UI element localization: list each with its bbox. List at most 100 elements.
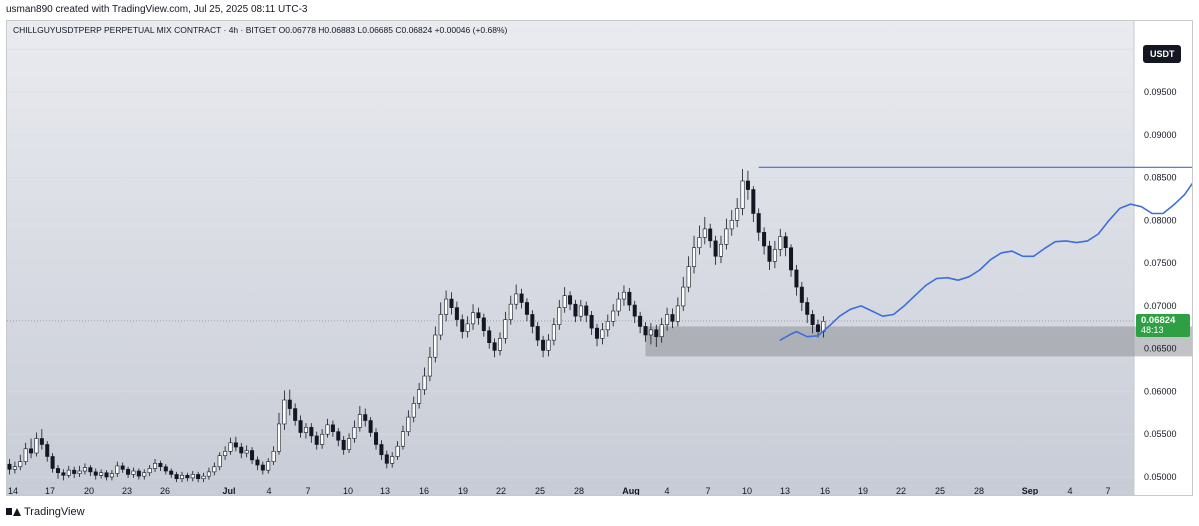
candle-body-down bbox=[298, 420, 303, 433]
candle-body-up bbox=[427, 356, 432, 377]
candle bbox=[309, 423, 314, 443]
candle bbox=[422, 367, 427, 395]
candle-body-down bbox=[745, 180, 750, 190]
x-tick-label: 19 bbox=[458, 486, 468, 496]
candle bbox=[665, 307, 670, 331]
candle-body-down bbox=[72, 469, 77, 474]
candle bbox=[320, 429, 325, 449]
candle bbox=[244, 445, 249, 458]
candle bbox=[406, 410, 411, 436]
candle bbox=[352, 420, 357, 443]
candle bbox=[93, 468, 98, 480]
candle bbox=[147, 465, 152, 477]
candle-body-down bbox=[158, 463, 163, 468]
candle bbox=[266, 458, 271, 474]
candle bbox=[476, 307, 481, 325]
candle-body-up bbox=[718, 244, 723, 257]
candle bbox=[648, 323, 653, 345]
y-tick-label: 0.07500 bbox=[1144, 258, 1177, 268]
candle bbox=[778, 228, 783, 257]
x-tick-label: 20 bbox=[84, 486, 94, 496]
x-tick-label: 13 bbox=[780, 486, 790, 496]
candle bbox=[190, 471, 195, 482]
candle bbox=[508, 295, 513, 325]
candle-body-down bbox=[589, 315, 594, 329]
candle-body-down bbox=[805, 302, 810, 315]
candle-body-down bbox=[627, 291, 632, 306]
candle-body-down bbox=[239, 446, 244, 454]
candle-body-up bbox=[201, 475, 206, 480]
candle-body-down bbox=[643, 326, 648, 336]
candle-body-down bbox=[104, 472, 109, 478]
candle-body-down bbox=[756, 213, 761, 233]
candle-body-down bbox=[595, 327, 600, 339]
candle bbox=[109, 470, 114, 481]
candle bbox=[551, 317, 556, 346]
price-badge-box bbox=[1136, 313, 1190, 337]
candle bbox=[713, 235, 718, 265]
candle bbox=[562, 287, 567, 313]
candle bbox=[18, 454, 23, 471]
candle bbox=[659, 317, 664, 343]
candle-body-up bbox=[735, 208, 740, 221]
candle-body-down bbox=[250, 450, 255, 461]
candle bbox=[444, 290, 449, 322]
candle bbox=[330, 420, 335, 437]
candle-body-up bbox=[465, 323, 470, 332]
candle bbox=[341, 435, 346, 455]
candle-body-up bbox=[444, 298, 449, 315]
candle bbox=[767, 240, 772, 270]
candle bbox=[514, 284, 519, 310]
price-chart[interactable]: CHILLGUYUSDTPERP PERPETUAL MIX CONTRACT … bbox=[7, 21, 1193, 496]
candle bbox=[417, 382, 422, 409]
candle-body-down bbox=[794, 269, 799, 288]
chart-panel[interactable]: CHILLGUYUSDTPERP PERPETUAL MIX CONTRACT … bbox=[6, 20, 1193, 496]
candle bbox=[621, 285, 626, 306]
candle bbox=[735, 198, 740, 228]
candle bbox=[260, 461, 265, 475]
candle-body-down bbox=[374, 432, 379, 445]
tradingview-logo[interactable]: TradingView bbox=[6, 506, 85, 518]
candle bbox=[568, 291, 573, 311]
candle-body-down bbox=[713, 240, 718, 257]
candle bbox=[449, 292, 454, 315]
candle-body-up bbox=[153, 463, 158, 469]
candle-body-down bbox=[163, 466, 168, 472]
candle bbox=[492, 338, 497, 358]
currency-button[interactable]: USDT bbox=[1143, 45, 1181, 63]
candle-body-down bbox=[29, 448, 34, 454]
candle bbox=[39, 429, 44, 450]
candle bbox=[23, 442, 28, 466]
demand-zone[interactable] bbox=[645, 326, 1193, 357]
candle bbox=[643, 322, 648, 342]
candle-body-up bbox=[23, 448, 28, 462]
candle bbox=[740, 169, 745, 216]
candle bbox=[217, 452, 222, 471]
candle-body-down bbox=[638, 315, 643, 327]
current-price-label: 0.06824 bbox=[1141, 315, 1176, 326]
candle-body-down bbox=[530, 314, 535, 327]
candle-body-up bbox=[675, 305, 680, 322]
candle bbox=[578, 299, 583, 322]
candle bbox=[196, 471, 201, 483]
candle-body-up bbox=[772, 249, 777, 262]
candle-body-up bbox=[400, 431, 405, 447]
candle bbox=[584, 301, 589, 323]
projected-path[interactable] bbox=[779, 169, 1193, 341]
candle-body-down bbox=[233, 442, 238, 448]
candle-body-up bbox=[390, 456, 395, 464]
candle-body-down bbox=[379, 444, 384, 456]
candle-body-down bbox=[169, 470, 174, 475]
candle bbox=[357, 406, 362, 432]
candle bbox=[115, 461, 120, 478]
candle bbox=[368, 417, 373, 437]
candle-body-down bbox=[39, 438, 44, 445]
candle-body-up bbox=[223, 451, 228, 456]
candle-body-up bbox=[190, 474, 195, 479]
candle-body-down bbox=[341, 439, 346, 450]
candle bbox=[794, 264, 799, 296]
candle-body-down bbox=[363, 414, 368, 421]
x-tick-label: 19 bbox=[858, 486, 868, 496]
candle bbox=[541, 335, 546, 358]
candle-body-down bbox=[476, 312, 481, 319]
